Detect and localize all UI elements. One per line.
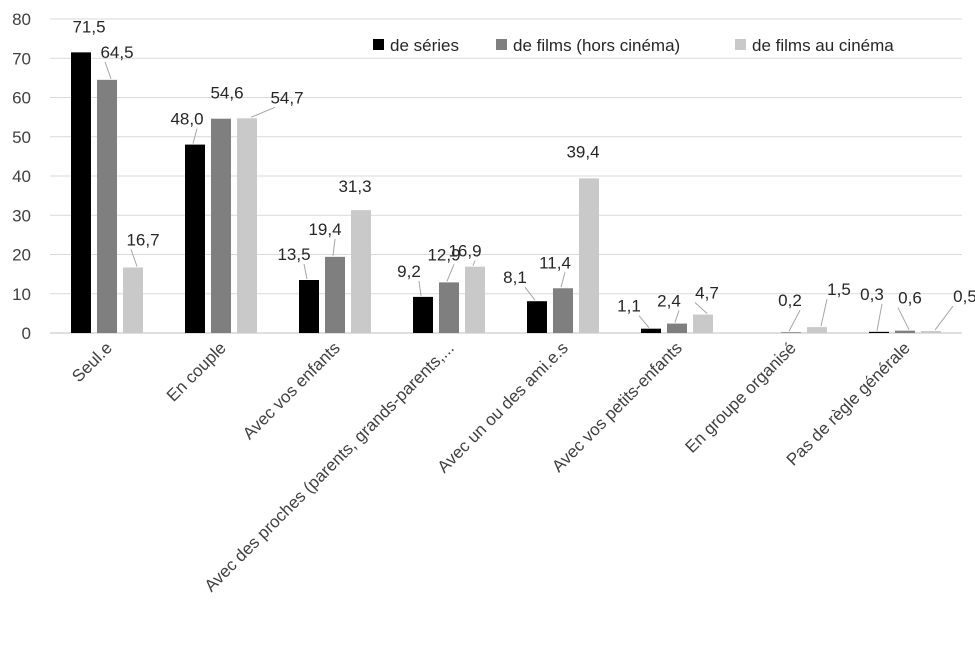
y-tick-label: 80: [12, 10, 31, 29]
data-label: 1,1: [617, 297, 641, 316]
bar: [237, 118, 257, 334]
label-leader-line: [192, 128, 198, 144]
data-label: 54,6: [210, 84, 243, 103]
bar: [123, 267, 143, 333]
label-leader-line: [104, 61, 112, 80]
data-label: 9,2: [397, 262, 421, 281]
bar: [71, 52, 91, 334]
data-label: 11,4: [539, 253, 571, 272]
bar: [641, 328, 661, 333]
data-label: 0,6: [898, 289, 922, 308]
label-leader-line: [472, 260, 476, 266]
label-leader-line: [934, 305, 954, 331]
legend-label: de films (hors cinéma): [513, 36, 680, 55]
legend: de séries de films (hors cinéma) de films …: [373, 36, 894, 55]
label-leader-line: [332, 238, 336, 256]
bar: [807, 327, 827, 333]
x-category-label: En couple: [163, 338, 230, 405]
data-label: 16,7: [126, 230, 159, 249]
bar: [895, 330, 915, 333]
data-label: 12,9: [427, 245, 460, 264]
bar: [921, 331, 941, 333]
bar: [579, 178, 599, 333]
data-label: 19,4: [308, 220, 341, 239]
data-label: 64,5: [100, 43, 133, 62]
data-label: 0,3: [860, 285, 884, 304]
data-label: 48,0: [170, 110, 203, 129]
bar: [299, 280, 319, 333]
legend-label: de films au cinéma: [752, 36, 894, 55]
y-tick-label: 0: [22, 324, 31, 343]
y-tick-label: 70: [12, 49, 31, 68]
x-category-label: Seul.e: [68, 338, 116, 386]
data-label: 8,1: [503, 268, 527, 287]
y-tick-label: 40: [12, 167, 31, 186]
x-category-label: Avec vos enfants: [239, 338, 344, 443]
bar: [667, 323, 687, 333]
data-label: 31,3: [338, 177, 371, 196]
bar: [553, 288, 573, 333]
x-category-label: Avec des proches (parents, grands-parent…: [201, 338, 458, 595]
legend-swatch: [373, 39, 384, 50]
legend-swatch: [735, 39, 746, 50]
label-leader-line: [130, 249, 138, 267]
x-category-label: Avec un ou des ami.e.s: [434, 338, 572, 476]
bar: [693, 314, 713, 333]
label-leader-line: [788, 309, 801, 332]
data-label: 39,4: [566, 142, 599, 161]
data-label: 2,4: [657, 292, 681, 311]
data-label: 54,7: [270, 88, 303, 107]
y-tick-label: 20: [12, 246, 31, 265]
bar: [869, 331, 889, 333]
bars: [71, 52, 941, 334]
bar: [185, 144, 205, 333]
x-category-label: Avec vos petits-enfants: [548, 338, 685, 475]
bar: [97, 79, 117, 334]
y-tick-label: 30: [12, 206, 31, 225]
data-label: 1,5: [827, 280, 851, 299]
data-label: 0,5: [953, 287, 975, 306]
label-leader-line: [250, 106, 276, 118]
x-category-label: Pas de règle générale: [783, 338, 914, 469]
bar: [781, 332, 801, 333]
label-leader-line: [694, 302, 708, 314]
data-label: 71,5: [72, 17, 105, 36]
label-leader-line: [560, 272, 566, 288]
data-label: 16,9: [448, 242, 481, 261]
bar: [527, 301, 547, 333]
label-leader-line: [303, 263, 308, 280]
label-leader-line: [638, 315, 650, 329]
bar: [465, 266, 485, 333]
data-label: 4,7: [695, 284, 719, 303]
bar: [413, 296, 433, 333]
bar: [439, 282, 459, 333]
y-tick-label: 10: [12, 285, 31, 304]
label-leader-line: [876, 303, 883, 331]
bar: [325, 256, 345, 333]
label-leader-lines: [104, 61, 954, 332]
x-category-label: En groupe organisé: [681, 338, 799, 456]
bar: [351, 210, 371, 333]
label-leader-line: [674, 310, 680, 323]
data-label: 13,5: [277, 245, 310, 264]
label-leader-line: [897, 307, 910, 330]
label-leader-line: [418, 280, 422, 296]
y-tick-label: 50: [12, 128, 31, 147]
data-labels: 71,5 48,0 13,5 9,2 8,1 1,1 0,3 64,5 54,6 19,4 12,9…: [72, 17, 975, 315]
bar: [211, 118, 231, 333]
label-leader-line: [524, 286, 536, 301]
label-leader-line: [446, 264, 455, 282]
y-axis: 0 10 20 30 40 50 60 70 80: [12, 10, 31, 343]
label-leader-line: [820, 299, 828, 327]
legend-label: de séries: [390, 36, 459, 55]
legend-swatch: [496, 39, 507, 50]
y-tick-label: 60: [12, 89, 31, 108]
data-label: 0,2: [778, 291, 802, 310]
